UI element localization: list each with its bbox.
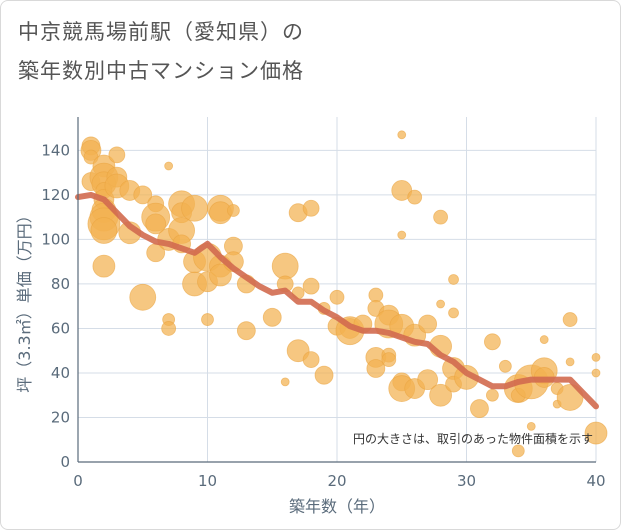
y-axis-label: 坪（3.3㎡）単価（万円） xyxy=(15,207,34,392)
bubble-point xyxy=(145,213,167,235)
bubble-point xyxy=(181,194,208,222)
y-tick-label: 140 xyxy=(41,141,70,159)
trend-line xyxy=(75,191,599,410)
bubble-point xyxy=(226,204,240,217)
bubble-point xyxy=(483,333,501,351)
grid-lines xyxy=(78,117,597,462)
x-tick-label: 10 xyxy=(198,472,217,490)
y-tick-label: 0 xyxy=(60,453,70,471)
bubble-point xyxy=(436,299,446,309)
bubble-point xyxy=(591,368,601,378)
x-tick-label: 40 xyxy=(586,472,605,490)
x-axis-label: 築年数（年） xyxy=(289,497,385,516)
bubble-point xyxy=(108,146,126,164)
bubble-point xyxy=(302,351,320,369)
bubble-point xyxy=(381,352,397,368)
y-tick-label: 80 xyxy=(51,275,70,293)
bubble-point xyxy=(418,314,438,334)
axes xyxy=(77,117,596,463)
bubble-point xyxy=(302,199,320,217)
bubble-point xyxy=(417,369,439,391)
tick-labels: 0 20 40 60 80 100 120 140 0 10 20 30 40 xyxy=(41,141,605,490)
bubble-point xyxy=(164,161,174,171)
y-tick-label: 120 xyxy=(41,186,70,204)
bubble-point xyxy=(201,313,214,326)
bubble-point xyxy=(448,307,459,319)
x-tick-label: 20 xyxy=(327,472,346,490)
bubble-point xyxy=(397,230,407,240)
x-tick-label: 0 xyxy=(73,472,83,490)
size-note: 円の大きさは、取引のあった物件面積を示す xyxy=(353,431,593,446)
bubble-point xyxy=(498,359,512,373)
bubble-series xyxy=(80,130,608,458)
bubble-point xyxy=(511,444,525,458)
bubble-point xyxy=(591,352,601,362)
bubble-point xyxy=(539,335,549,344)
bubble-point xyxy=(280,377,290,387)
bubble-point xyxy=(448,274,459,285)
bubble-point xyxy=(556,384,584,411)
bubble-point xyxy=(526,421,536,431)
bubble-point xyxy=(90,217,118,244)
bubble-point xyxy=(329,289,345,305)
bubble-point xyxy=(133,185,153,205)
bubble-point xyxy=(368,287,384,303)
chart-title-line1: 中京競馬場前駅（愛知県）の xyxy=(18,20,304,44)
bubble-point xyxy=(562,312,578,327)
bubble-point xyxy=(397,130,407,140)
bubble-point xyxy=(565,357,575,367)
y-tick-label: 40 xyxy=(51,364,70,382)
x-tick-label: 30 xyxy=(457,472,476,490)
bubble-point xyxy=(366,359,386,378)
bubble-point xyxy=(429,383,453,407)
bubble-point xyxy=(236,321,256,341)
bubble-point xyxy=(314,365,334,385)
bubble-point xyxy=(209,263,232,287)
bubble-point xyxy=(262,307,282,327)
bubble-point xyxy=(302,277,320,295)
bubble-point xyxy=(584,421,608,445)
bubble-point xyxy=(92,254,116,278)
bubble-point xyxy=(271,252,299,280)
bubble-point xyxy=(407,189,423,205)
y-tick-label: 100 xyxy=(41,230,70,248)
bubble-point xyxy=(161,321,177,336)
bubble-point xyxy=(433,209,449,225)
y-tick-label: 20 xyxy=(51,408,70,426)
chart-title-line2: 築年数別中古マンション価格 xyxy=(18,59,304,83)
bubble-point xyxy=(129,283,157,311)
bubble-point xyxy=(485,388,499,402)
y-tick-label: 60 xyxy=(51,319,70,337)
bubble-point xyxy=(470,399,489,418)
